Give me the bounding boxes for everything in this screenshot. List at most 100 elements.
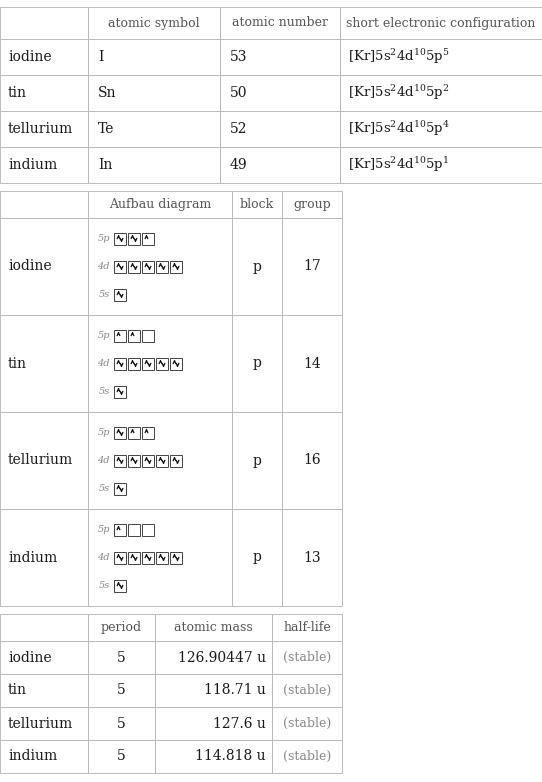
Bar	[282, 191, 342, 218]
Bar	[220, 39, 340, 75]
Bar	[142, 357, 154, 370]
Bar	[88, 509, 232, 606]
Text: I: I	[98, 50, 104, 64]
Text: 5s: 5s	[99, 581, 110, 590]
Bar	[88, 111, 220, 147]
Bar	[170, 357, 182, 370]
Bar	[114, 579, 126, 591]
Bar	[156, 551, 168, 564]
Text: period: period	[101, 621, 142, 634]
Bar	[155, 707, 272, 740]
Text: tellurium: tellurium	[8, 716, 73, 730]
Bar	[272, 707, 342, 740]
Bar	[142, 232, 154, 245]
Bar	[114, 482, 126, 494]
Text: $\mathregular{[Kr]5s^{2}4d^{10}5p^{1}}$: $\mathregular{[Kr]5s^{2}4d^{10}5p^{1}}$	[348, 156, 449, 174]
Text: iodine: iodine	[8, 50, 51, 64]
Bar	[340, 75, 542, 111]
Text: 4d: 4d	[98, 456, 110, 465]
Bar	[114, 260, 126, 272]
Text: tin: tin	[8, 683, 27, 698]
Text: 50: 50	[230, 86, 248, 100]
Bar	[114, 232, 126, 245]
Bar	[0, 412, 88, 509]
Bar	[170, 454, 182, 467]
Text: indium: indium	[8, 551, 57, 565]
Bar	[340, 7, 542, 39]
Bar	[142, 329, 154, 342]
Text: 5p: 5p	[98, 428, 110, 437]
Bar	[155, 614, 272, 641]
Text: 5s: 5s	[99, 387, 110, 396]
Text: $\mathregular{[Kr]5s^{2}4d^{10}5p^{5}}$: $\mathregular{[Kr]5s^{2}4d^{10}5p^{5}}$	[348, 48, 450, 66]
Bar	[156, 454, 168, 467]
Text: 49: 49	[230, 158, 248, 172]
Bar	[232, 315, 282, 412]
Bar	[155, 740, 272, 773]
Bar	[272, 641, 342, 674]
Bar	[0, 7, 88, 39]
Text: 126.90447 u: 126.90447 u	[178, 651, 266, 665]
Bar	[114, 426, 126, 439]
Text: 5: 5	[117, 651, 126, 665]
Bar	[340, 39, 542, 75]
Bar	[142, 551, 154, 564]
Bar	[142, 426, 154, 439]
Bar	[155, 674, 272, 707]
Bar	[88, 412, 232, 509]
Text: 5: 5	[117, 749, 126, 763]
Text: 114.818 u: 114.818 u	[195, 749, 266, 763]
Text: Aufbau diagram: Aufbau diagram	[109, 198, 211, 211]
Text: 5: 5	[117, 683, 126, 698]
Text: indium: indium	[8, 749, 57, 763]
Bar	[272, 614, 342, 641]
Bar	[220, 147, 340, 183]
Bar	[88, 7, 220, 39]
Text: 5: 5	[117, 716, 126, 730]
Text: Sn: Sn	[98, 86, 117, 100]
Bar	[340, 111, 542, 147]
Text: tellurium: tellurium	[8, 122, 73, 136]
Bar	[282, 412, 342, 509]
Bar	[0, 111, 88, 147]
Bar	[88, 614, 155, 641]
Bar	[114, 329, 126, 342]
Bar	[128, 357, 140, 370]
Bar	[0, 740, 88, 773]
Bar	[0, 147, 88, 183]
Bar	[88, 75, 220, 111]
Text: 4d: 4d	[98, 262, 110, 271]
Bar	[114, 289, 126, 300]
Text: 17: 17	[303, 260, 321, 274]
Bar	[88, 315, 232, 412]
Bar	[220, 75, 340, 111]
Bar	[128, 426, 140, 439]
Bar	[282, 315, 342, 412]
Text: iodine: iodine	[8, 260, 51, 274]
Text: 5s: 5s	[99, 290, 110, 299]
Text: (stable): (stable)	[283, 684, 331, 697]
Text: indium: indium	[8, 158, 57, 172]
Bar	[155, 641, 272, 674]
Text: tin: tin	[8, 357, 27, 371]
Bar	[128, 260, 140, 272]
Text: 4d: 4d	[98, 553, 110, 562]
Text: atomic number: atomic number	[232, 16, 328, 30]
Text: 4d: 4d	[98, 359, 110, 368]
Bar	[88, 39, 220, 75]
Bar	[88, 707, 155, 740]
Text: atomic mass: atomic mass	[174, 621, 253, 634]
Bar	[0, 614, 88, 641]
Bar	[128, 523, 140, 536]
Bar	[220, 7, 340, 39]
Bar	[272, 674, 342, 707]
Text: (stable): (stable)	[283, 750, 331, 763]
Bar	[272, 740, 342, 773]
Bar	[0, 707, 88, 740]
Text: 5p: 5p	[98, 234, 110, 243]
Text: 127.6 u: 127.6 u	[213, 716, 266, 730]
Bar	[114, 454, 126, 467]
Text: (stable): (stable)	[283, 717, 331, 730]
Bar	[340, 147, 542, 183]
Bar	[128, 551, 140, 564]
